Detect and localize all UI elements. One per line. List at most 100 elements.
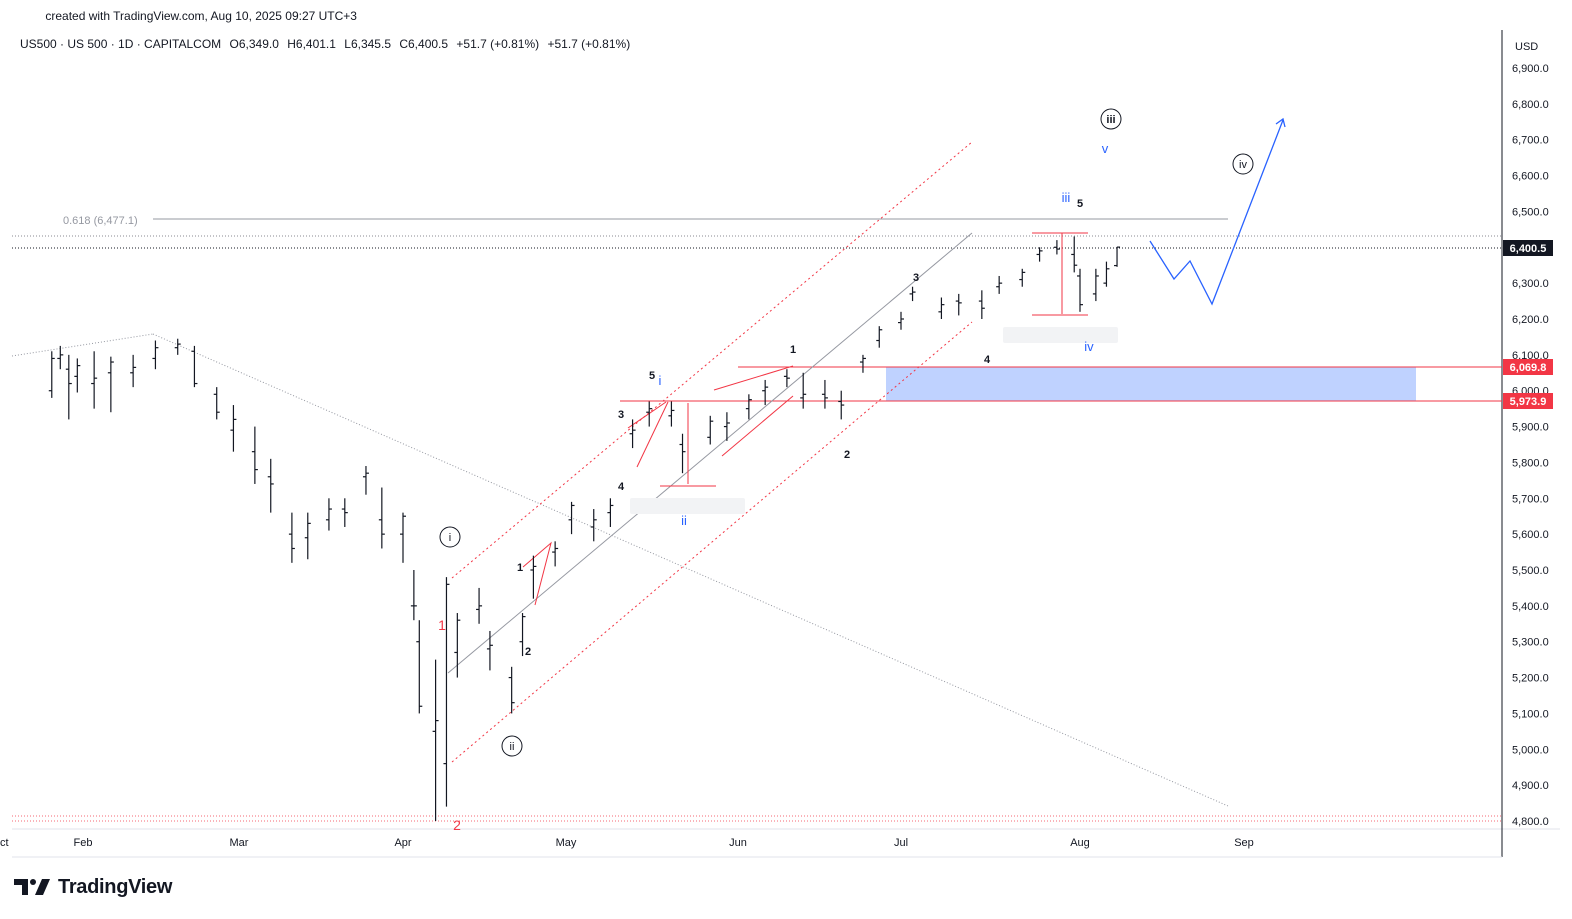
time-tick-label: Jul (894, 837, 908, 849)
ohlc-bar[interactable] (646, 401, 653, 427)
blue-wave-i: i (659, 373, 662, 388)
ohlc-bar[interactable] (362, 466, 369, 495)
ohlc-bar[interactable] (783, 369, 790, 388)
ohlc-bar[interactable] (416, 620, 423, 714)
ohlc-bar[interactable] (838, 390, 845, 420)
open-value: O6,349.0 (229, 37, 279, 51)
ohlc-bar[interactable] (800, 372, 807, 409)
ohlc-bar[interactable] (65, 354, 72, 420)
currency-label[interactable]: USD (1515, 41, 1538, 53)
ohlc-bar[interactable] (679, 433, 686, 474)
ohlc-bar[interactable] (530, 555, 537, 599)
ohlc-bar[interactable] (213, 387, 220, 420)
time-tick-label: Sep (1234, 837, 1254, 849)
level-lower-text: 5,973.9 (1510, 396, 1547, 408)
symbol-legend[interactable]: US500 · US 500 · 1D · CAPITALCOM O6,349.… (20, 37, 635, 51)
ohlc-bar[interactable] (1071, 236, 1078, 273)
ohlc-bar[interactable] (107, 356, 114, 413)
ohlc-bar[interactable] (938, 297, 945, 319)
blue-wave-v: v (1102, 141, 1109, 156)
channel-upper[interactable] (451, 141, 973, 579)
ohlc-bar[interactable] (454, 613, 461, 678)
time-tick-label: Aug (1070, 837, 1090, 849)
ohlc-bar[interactable] (762, 379, 769, 406)
price-tick-label: 6,300.0 (1512, 278, 1549, 290)
ohlc-bar[interactable] (251, 426, 258, 484)
ohlc-bar[interactable] (590, 509, 597, 542)
ohlc-bar[interactable] (607, 498, 614, 527)
time-tick-label: Oct (0, 837, 9, 849)
ohlc-bar[interactable] (341, 498, 348, 527)
ohlc-bar[interactable] (191, 345, 198, 388)
measure-2-box (1003, 327, 1118, 343)
ohlc-bar[interactable] (57, 345, 64, 370)
ohlc-bar[interactable] (443, 577, 450, 807)
ohlc-bar[interactable] (486, 630, 493, 671)
channel-midline[interactable] (447, 232, 973, 674)
ohlc-bar[interactable] (152, 340, 159, 370)
ohlc-bar[interactable] (432, 659, 439, 821)
ohlc-bar[interactable] (1053, 240, 1060, 255)
ohlc-bar[interactable] (629, 419, 636, 449)
price-tick-label: 5,800.0 (1512, 457, 1549, 469)
ohlc-bar[interactable] (1077, 268, 1083, 312)
ohlc-bar[interactable] (267, 458, 274, 513)
circled-i-label: i (449, 532, 451, 544)
ohlc-bar[interactable] (174, 338, 181, 355)
projection-path[interactable] (1149, 119, 1284, 306)
circled-iii-marker (1100, 108, 1122, 130)
ohlc-bar[interactable] (378, 487, 385, 549)
ohlc-bar[interactable] (552, 541, 559, 567)
ohlc-bar[interactable] (996, 275, 1003, 294)
low-value: L6,345.5 (344, 37, 391, 51)
ohlc-bar[interactable] (476, 587, 483, 624)
ohlc-bar[interactable] (876, 326, 883, 348)
ohlc-bar[interactable] (723, 412, 730, 441)
ohlc-bar[interactable] (91, 351, 98, 409)
ohlc-bar[interactable] (410, 570, 417, 621)
wedge-2b (627, 401, 667, 429)
ohlc-bar[interactable] (230, 405, 237, 452)
ohlc-bar[interactable] (400, 512, 406, 563)
created-with-text: created with TradingView.com, Aug 10, 20… (45, 9, 357, 23)
support-zone[interactable] (886, 367, 1416, 401)
price-axis-ticks[interactable]: 6,900.0 6,800.0 6,700.0 6,600.0 6,500.0 6,400… (1512, 63, 1549, 828)
ohlc-bar[interactable] (519, 613, 526, 657)
ohlc-bar[interactable] (1103, 261, 1110, 287)
subwave-4a: 4 (618, 481, 625, 493)
price-tick-label: 4,800.0 (1512, 816, 1549, 828)
ohlc-bar[interactable] (1019, 268, 1026, 287)
ohlc-bar[interactable] (304, 512, 311, 560)
ohlc-bar[interactable] (745, 394, 752, 420)
time-tick-label: May (556, 837, 577, 849)
symbol-name[interactable]: US500 · US 500 · 1D · CAPITALCOM (20, 37, 222, 51)
ohlc-bar[interactable] (508, 666, 515, 714)
ohlc-bar[interactable] (955, 293, 962, 316)
candle-series[interactable] (48, 236, 1121, 821)
ohlc-bar[interactable] (1092, 268, 1099, 302)
ohlc-bar[interactable] (48, 351, 55, 398)
channel-lower[interactable] (451, 321, 973, 763)
ohlc-bar[interactable] (898, 311, 904, 330)
time-axis-labels[interactable]: Feb Mar Apr May Jun Jul Aug Sep Oct (0, 837, 1254, 849)
ohlc-bar[interactable] (978, 290, 985, 319)
wedge-3a (713, 365, 794, 391)
ohlc-bar[interactable] (1036, 247, 1043, 262)
ohlc-bar[interactable] (130, 354, 137, 388)
ohlc-bar[interactable] (707, 415, 714, 445)
ohlc-bar[interactable] (909, 286, 916, 302)
ohlc-bar[interactable] (668, 401, 675, 427)
tradingview-footer-logo[interactable]: TradingView (14, 876, 172, 898)
ohlc-bar[interactable] (1114, 246, 1121, 267)
ohlc-bar[interactable] (288, 512, 295, 563)
level-lower-badge (1503, 393, 1553, 409)
downtrend-line (152, 333, 1229, 807)
blue-wave-ii: ii (681, 513, 687, 528)
ohlc-bar[interactable] (74, 358, 81, 393)
ohlc-bar[interactable] (325, 498, 332, 531)
projection-arrow-icon (1275, 117, 1286, 128)
ohlc-bar[interactable] (568, 501, 575, 535)
ohlc-bar[interactable] (859, 354, 866, 373)
ohlc-bar[interactable] (821, 379, 828, 409)
